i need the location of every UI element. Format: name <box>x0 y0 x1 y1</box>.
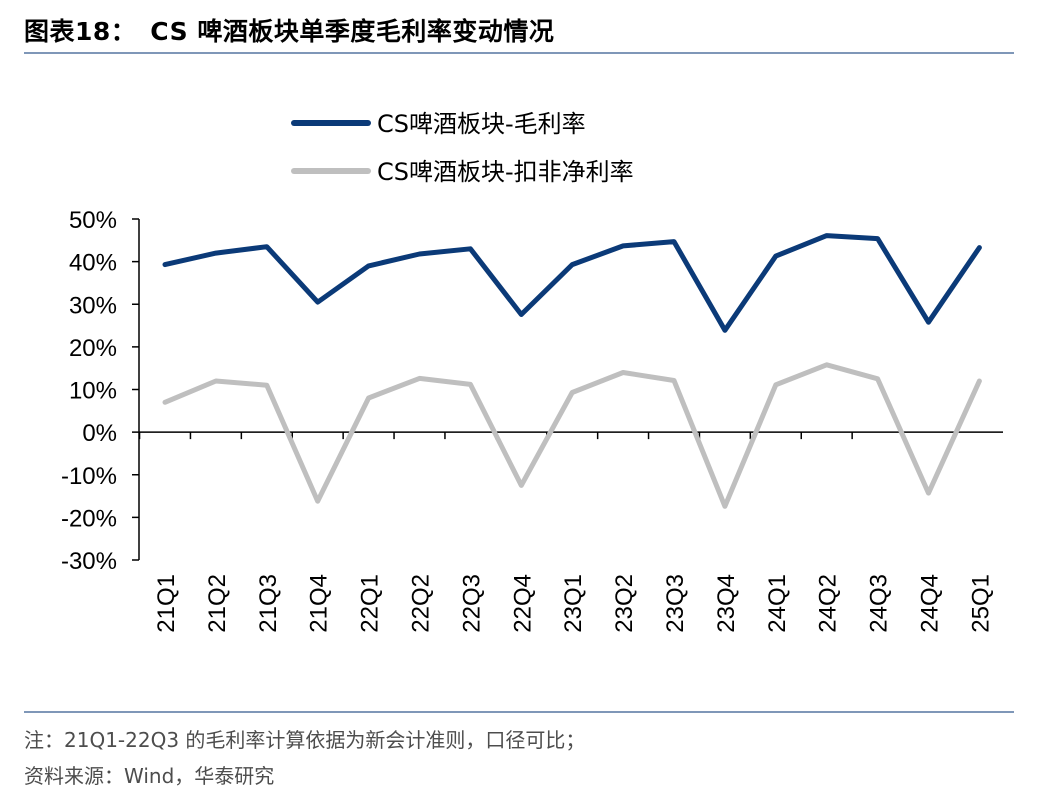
x-tick-label: 23Q1 <box>560 574 587 633</box>
x-tick-label: 22Q2 <box>408 574 435 633</box>
series-lines <box>162 233 982 509</box>
y-tick-label: 20% <box>69 335 117 362</box>
x-tick-label: 21Q3 <box>255 574 282 633</box>
footer-divider <box>24 711 1014 713</box>
x-tick-label: 24Q3 <box>866 574 893 633</box>
x-tick-label: 23Q4 <box>713 574 740 633</box>
y-tick-label: -30% <box>61 548 117 575</box>
x-tick-label: 24Q1 <box>764 574 791 633</box>
figure-label: 图表18： <box>24 17 137 46</box>
legend-label: CS啤酒板块-扣非净利率 <box>377 158 634 186</box>
source-note: 资料来源：Wind，华泰研究 <box>24 764 275 788</box>
series-line-gross-margin <box>162 233 982 333</box>
title-divider <box>24 52 1014 54</box>
x-tick-label: 23Q3 <box>662 574 689 633</box>
figure-title: 图表18： CS 啤酒板块单季度毛利率变动情况 <box>24 12 554 48</box>
x-tick-label: 22Q3 <box>458 574 485 633</box>
series-line-net-margin <box>162 362 982 509</box>
x-tick-label: 22Q4 <box>509 574 536 633</box>
x-tick-label: 25Q1 <box>967 574 994 633</box>
y-tick-label: 0% <box>82 420 117 447</box>
x-tick-label: 24Q4 <box>917 574 944 633</box>
footnote: 注：21Q1-22Q3 的毛利率计算依据为新会计准则，口径可比； <box>24 728 586 752</box>
y-tick-label: 30% <box>69 292 117 319</box>
y-tick-label: 50% <box>69 207 117 234</box>
x-tick-label: 21Q4 <box>306 574 333 633</box>
x-tick-label: 22Q1 <box>357 574 384 633</box>
y-tick-label: -20% <box>61 505 117 532</box>
x-tick-label: 24Q2 <box>815 574 842 633</box>
x-tick-label: 23Q2 <box>611 574 638 633</box>
y-tick-label: 10% <box>69 378 117 405</box>
x-tick-label: 21Q1 <box>153 574 180 633</box>
chart-title: CS 啤酒板块单季度毛利率变动情况 <box>150 17 555 46</box>
legend: CS啤酒板块-毛利率 CS啤酒板块-扣非净利率 <box>291 110 634 186</box>
y-tick-label: -10% <box>61 463 117 490</box>
x-tick-label: 21Q2 <box>204 574 231 633</box>
y-tick-label: 40% <box>69 250 117 277</box>
legend-label: CS啤酒板块-毛利率 <box>377 110 586 138</box>
axes: 50% 40% 30% 20% 10% 0% -10% -20% -30% 21Q1 21Q2 21Q… <box>61 207 1003 633</box>
